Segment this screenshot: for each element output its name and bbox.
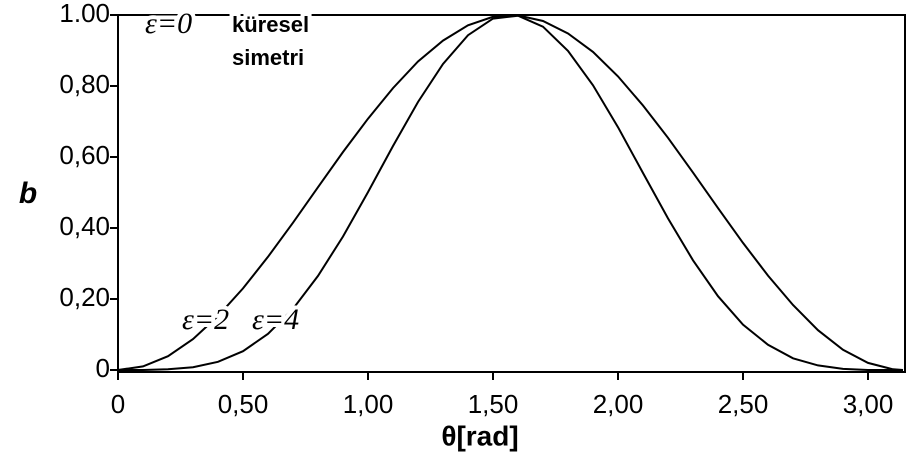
- x-axis-label: θ[rad]: [441, 420, 518, 451]
- y-tick-label: 0,40: [59, 211, 110, 241]
- y-tick-label: 0,20: [59, 282, 110, 312]
- x-tick-label: 0,50: [218, 389, 269, 419]
- x-tick-label: 1,00: [343, 389, 394, 419]
- x-tick-label: 2,50: [718, 389, 769, 419]
- annotation: simetri: [232, 45, 304, 70]
- y-tick-label: 0,80: [59, 69, 110, 99]
- x-tick-label: 2,00: [593, 389, 644, 419]
- y-tick-label: 1.00: [59, 0, 110, 28]
- y-tick-label: 0,60: [59, 140, 110, 170]
- annotation: küresel: [232, 12, 309, 37]
- line: [118, 14, 903, 371]
- x-tick-label: 1,50: [468, 389, 519, 419]
- series-label: ε=2: [182, 303, 229, 336]
- series-label: ε=4: [252, 303, 299, 336]
- x-tick-label: 3,00: [843, 389, 894, 419]
- series-label: ε=0: [145, 7, 192, 40]
- x-tick-label: 0: [111, 389, 125, 419]
- y-axis-label: b: [19, 177, 37, 210]
- y-tick-label: 0: [96, 353, 110, 383]
